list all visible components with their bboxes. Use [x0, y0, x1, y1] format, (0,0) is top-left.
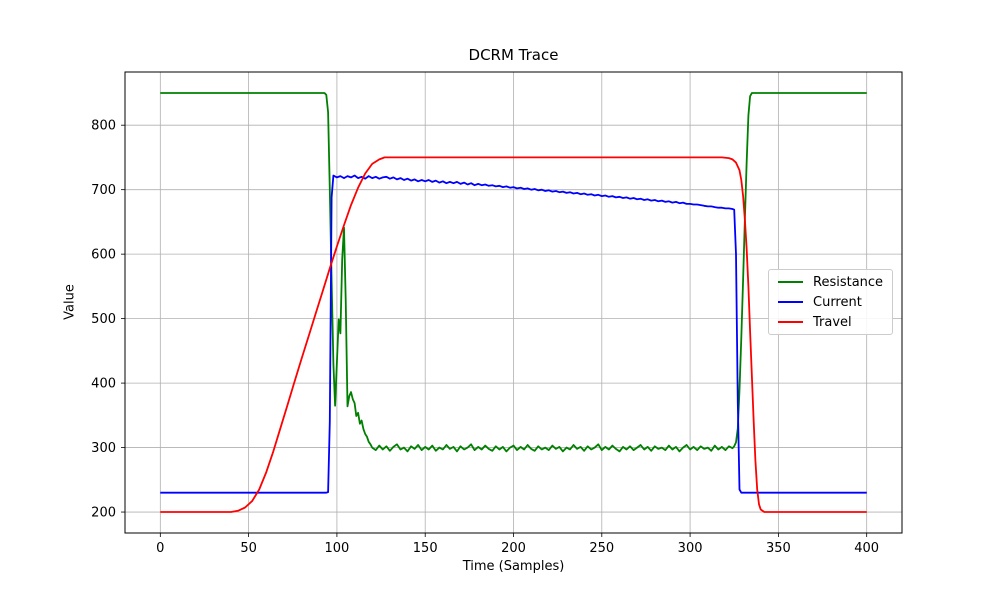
x-axis-label: Time (Samples) [462, 559, 565, 574]
x-tick-label: 400 [854, 541, 879, 556]
legend: Resistance Current Travel [768, 269, 893, 335]
legend-label-resistance: Resistance [813, 274, 884, 290]
series-line-resistance [160, 92, 867, 453]
y-tick-label: 800 [91, 119, 116, 134]
x-tick-label: 0 [156, 541, 164, 556]
y-tick-label: 700 [91, 183, 116, 198]
legend-item-current: Current [769, 292, 892, 312]
legend-label-travel: Travel [813, 314, 852, 330]
x-tick-label: 200 [501, 541, 526, 556]
x-tick-label: 150 [413, 541, 438, 556]
y-tick-label: 500 [91, 312, 116, 327]
x-tick-label: 300 [678, 541, 703, 556]
x-tick-label: 350 [766, 541, 791, 556]
legend-line-sample-current [778, 301, 803, 303]
series-line-current [160, 174, 867, 494]
y-tick-label: 400 [91, 377, 116, 392]
x-tick-label: 50 [240, 541, 257, 556]
chart-title: DCRM Trace [468, 46, 559, 64]
y-tick-label: 600 [91, 248, 116, 263]
y-tick-label: 200 [91, 506, 116, 521]
legend-line-sample-travel [778, 321, 803, 323]
x-tick-label: 250 [589, 541, 614, 556]
legend-line-sample-resistance [778, 281, 803, 283]
y-tick-label: 300 [91, 441, 116, 456]
legend-item-travel: Travel [769, 312, 892, 332]
legend-item-resistance: Resistance [769, 272, 892, 292]
y-axis-label: Value [62, 284, 78, 320]
series-line-travel [160, 156, 867, 513]
legend-label-current: Current [813, 294, 862, 310]
x-tick-label: 100 [324, 541, 349, 556]
